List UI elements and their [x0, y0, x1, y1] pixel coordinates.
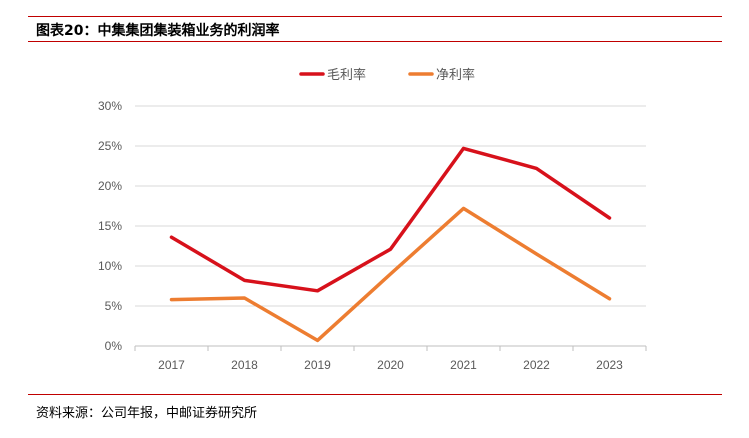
y-tick-label: 5% — [105, 299, 123, 313]
y-tick-label: 10% — [98, 259, 122, 273]
x-tick-label: 2020 — [377, 358, 404, 372]
y-tick-label: 30% — [98, 99, 122, 113]
y-axis: 0% 5% 10% 15% 20% 25% 30% — [98, 99, 122, 353]
y-tick-label: 20% — [98, 179, 122, 193]
y-tick-label: 15% — [98, 219, 122, 233]
series-lines — [169, 146, 612, 343]
source-note: 资料来源：公司年报，中邮证券研究所 — [36, 406, 258, 421]
legend-label: 净利率 — [436, 67, 475, 83]
series-line-2 — [169, 206, 612, 343]
y-tick-label: 25% — [98, 139, 122, 153]
legend-label: 毛利率 — [327, 67, 366, 83]
x-tick-label: 2023 — [596, 358, 623, 372]
x-tick-label: 2017 — [158, 358, 185, 372]
top-rule — [28, 16, 722, 17]
series-line-1 — [169, 146, 612, 293]
legend: 毛利率 净利率 — [299, 67, 475, 83]
y-tick-label: 0% — [105, 339, 123, 353]
x-tick-label: 2022 — [523, 358, 550, 372]
x-tick-label: 2021 — [450, 358, 477, 372]
x-tick-label: 2018 — [231, 358, 258, 372]
gridlines — [135, 105, 646, 347]
x-axis: 2017 2018 2019 2020 2021 2022 2023 — [134, 346, 647, 372]
title-rule — [28, 41, 722, 42]
x-tick-label: 2019 — [304, 358, 331, 372]
bottom-rule — [28, 394, 722, 395]
figure-title: 图表20：中集集团集装箱业务的利润率 — [36, 23, 280, 39]
